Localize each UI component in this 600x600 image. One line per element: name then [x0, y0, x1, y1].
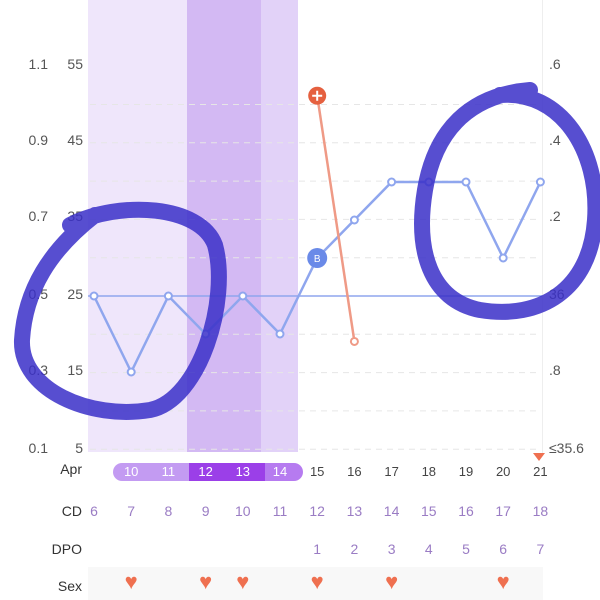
- temperature-point: [498, 253, 508, 263]
- axis-tick-label: ≤35.6: [549, 440, 584, 456]
- dpo-cell: 3: [387, 541, 396, 557]
- heart-icon: ♥: [124, 569, 138, 594]
- cd-cell: 7: [127, 503, 136, 519]
- cd-cell: 13: [346, 503, 363, 519]
- cd-cell: 14: [383, 503, 400, 519]
- dpo-cell: 7: [536, 541, 545, 557]
- heart-icon: ♥: [496, 569, 510, 594]
- cd-label: CD: [61, 503, 82, 519]
- dates-cell: 16: [347, 464, 362, 479]
- dates-cell: 18: [421, 464, 437, 479]
- temperature-point: [275, 329, 285, 339]
- cd-cell: 10: [235, 503, 251, 519]
- temperature-point: [424, 177, 434, 187]
- cd-cell: 17: [495, 503, 511, 519]
- axis-tick-label: 1.1: [28, 56, 48, 72]
- dates-cell: 12: [198, 464, 213, 479]
- dates-cell: 13: [235, 464, 251, 479]
- cd-cell: 9: [201, 503, 210, 519]
- temperature-point: [89, 291, 99, 301]
- cd-cell: 12: [309, 503, 325, 519]
- dates-cell: 11: [161, 464, 176, 479]
- cd-cell: 11: [272, 503, 288, 519]
- temperature-point: [349, 215, 359, 225]
- lh-line: [315, 95, 356, 342]
- dates-cell: 17: [384, 464, 399, 479]
- axis-tick-label: .6: [549, 56, 561, 72]
- bbt-marker: [307, 248, 328, 268]
- temperature-point: [461, 177, 471, 187]
- lh-point: [349, 336, 359, 346]
- temperature-point: [387, 177, 397, 187]
- temperature-point: [238, 291, 248, 301]
- cd-cell: 6: [90, 503, 98, 519]
- axis-tick-label: 0.1: [28, 440, 48, 456]
- fertile-window-light: [261, 0, 298, 452]
- cd-cell: 18: [532, 503, 549, 519]
- month-label: Apr: [60, 461, 82, 477]
- sex-label: Sex: [57, 578, 82, 594]
- dpo-cell: 1: [313, 541, 322, 557]
- temperature-point: [126, 367, 136, 377]
- dpo-label: DPO: [51, 541, 82, 557]
- dpo-cell: 4: [424, 541, 433, 557]
- plus-glyph: [312, 90, 323, 101]
- axis-tick-label: 0.9: [28, 132, 48, 148]
- bbt-marker-label: B: [314, 254, 321, 265]
- temperature-point: [535, 177, 545, 187]
- dpo-cell: 6: [499, 541, 508, 557]
- dates-cell: 19: [458, 464, 474, 479]
- cd-cell: 16: [458, 503, 474, 519]
- dates-cell: 15: [309, 464, 325, 479]
- dpo-cell: 2: [350, 541, 359, 557]
- heart-icon: ♥: [236, 569, 250, 594]
- heart-icon: ♥: [385, 569, 399, 594]
- axis-tick-label: 45: [67, 132, 83, 148]
- dates-cell: 21: [533, 464, 548, 479]
- dates-cell: 20: [495, 464, 511, 479]
- dates-cell: 14: [272, 464, 288, 479]
- cd-cell: 15: [421, 503, 437, 519]
- fertile-dates-pill: [113, 463, 303, 481]
- sex-row-background: [88, 567, 543, 600]
- axis-tick-label: .8: [549, 362, 561, 378]
- temperature-point: [163, 291, 173, 301]
- range-below-marker-icon: [533, 453, 545, 461]
- dpo-cell: 5: [462, 541, 470, 557]
- cd-cell: 8: [164, 503, 173, 519]
- heart-icon: ♥: [199, 569, 213, 594]
- temperature-point: [201, 329, 211, 339]
- temperature-line: [92, 180, 542, 375]
- heart-icon: ♥: [310, 569, 324, 594]
- axis-tick-label: 5: [75, 440, 83, 456]
- bbt-chart: B: [88, 86, 545, 450]
- dates-cell: 10: [123, 464, 139, 479]
- axis-tick-label: 55: [67, 56, 83, 72]
